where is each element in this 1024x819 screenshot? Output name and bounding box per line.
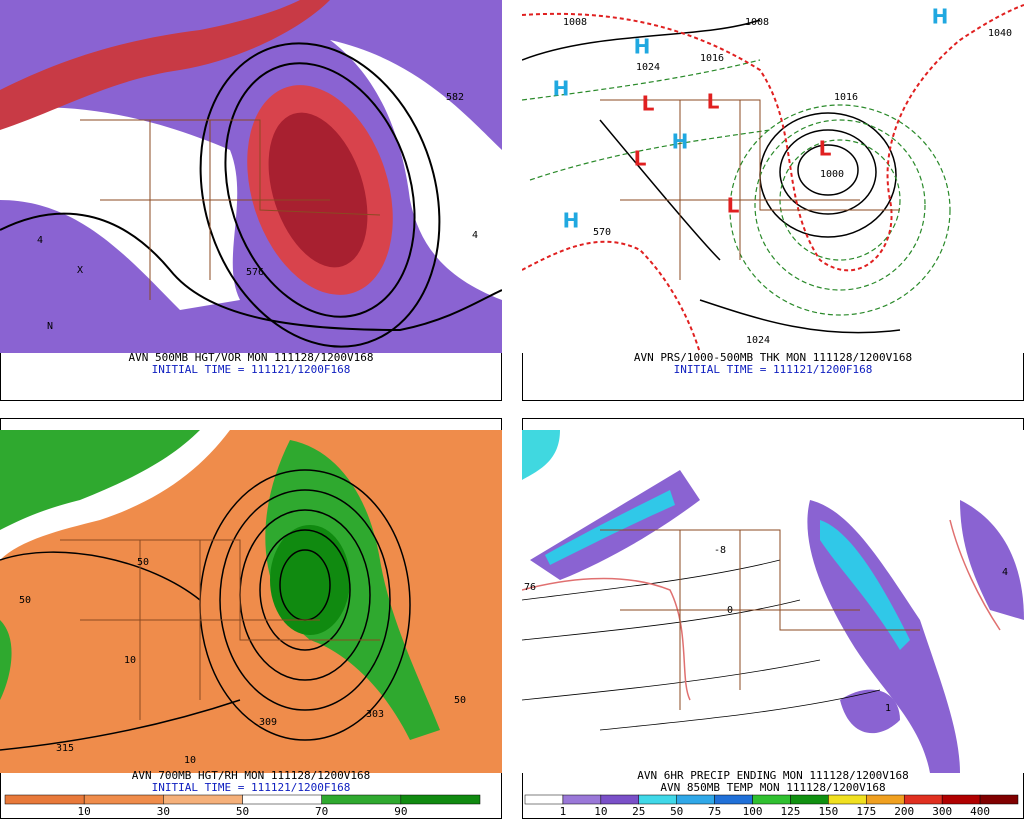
colorbar-label: 100 xyxy=(743,805,763,818)
map-precip xyxy=(522,430,1024,773)
pressure-center: L xyxy=(634,147,647,171)
colorbar-label: 175 xyxy=(856,805,876,818)
contour-label: 576 xyxy=(246,267,264,278)
contour-label: 1016 xyxy=(700,53,724,64)
pressure-center: H xyxy=(563,209,580,233)
colorbar-swatch xyxy=(979,794,1019,805)
contour-label: 1024 xyxy=(746,335,770,346)
colorbar-label: 300 xyxy=(932,805,952,818)
map-700mb xyxy=(0,430,502,773)
colorbar-label: 1 xyxy=(560,805,567,818)
contour-label: N xyxy=(47,321,53,332)
pressure-center: L xyxy=(727,194,740,218)
colorbar-label: 10 xyxy=(594,805,607,818)
pressure-center: H xyxy=(932,5,949,29)
contour-label: 1040 xyxy=(988,28,1012,39)
colorbar-swatch xyxy=(400,794,481,805)
contour-label: 4 xyxy=(37,235,43,246)
colorbar-label: 10 xyxy=(78,805,91,818)
contour-label: 4 xyxy=(1002,567,1008,578)
colorbar-label: 150 xyxy=(818,805,838,818)
colorbar-label: 50 xyxy=(236,805,249,818)
pressure-center: L xyxy=(642,92,655,116)
contour-label: 4 xyxy=(472,230,478,241)
caption: INITIAL TIME = 111121/1200F168 xyxy=(152,781,351,794)
contour-label: 570 xyxy=(593,227,611,238)
colorbar-swatch xyxy=(941,794,981,805)
contour-label: 582 xyxy=(446,92,464,103)
contour-label: 315 xyxy=(56,743,74,754)
contour-label: 10 xyxy=(124,655,136,666)
contour-label: 10 xyxy=(184,755,196,766)
caption: AVN 700MB HGT/RH MON 111128/1200V168 xyxy=(132,769,370,782)
colorbar-label: 400 xyxy=(970,805,990,818)
colorbar-label: 50 xyxy=(670,805,683,818)
colorbar-swatch xyxy=(4,794,85,805)
contour-label: 1016 xyxy=(834,92,858,103)
colorbar-label: 25 xyxy=(632,805,645,818)
map-500mb xyxy=(0,0,502,353)
pressure-center: H xyxy=(634,35,651,59)
colorbar-swatch xyxy=(163,794,243,805)
pressure-center: H xyxy=(672,130,689,154)
caption: INITIAL TIME = 111121/1200F168 xyxy=(152,363,351,376)
caption: AVN 500MB HGT/VOR MON 111128/1200V168 xyxy=(128,351,373,364)
colorbar-swatch xyxy=(83,794,164,805)
colorbar-label: 70 xyxy=(315,805,328,818)
labels: AVN 500MB HGT/VOR MON 111128/1200V168INI… xyxy=(4,5,1019,818)
contour-label: X xyxy=(77,265,83,276)
colorbar-swatch xyxy=(562,794,602,805)
colorbar-label: 75 xyxy=(708,805,721,818)
colorbar-swatch xyxy=(676,794,715,805)
contour-label: 1008 xyxy=(745,17,769,28)
caption: AVN 6HR PRECIP ENDING MON 111128/1200V16… xyxy=(637,769,909,782)
colorbar-swatch xyxy=(752,794,791,805)
colorbar-swatch xyxy=(714,794,753,805)
colorbar-swatch xyxy=(242,794,322,805)
contour-label: 1008 xyxy=(563,17,587,28)
contour-label: 50 xyxy=(137,557,149,568)
contour-label: 50 xyxy=(454,695,466,706)
contour-label: 76 xyxy=(524,582,536,593)
colorbar-swatch xyxy=(524,794,564,805)
colorbar-swatch xyxy=(321,794,402,805)
contour-label: 50 xyxy=(19,595,31,606)
map-pressure xyxy=(522,0,1024,353)
colorbar-swatch xyxy=(903,794,943,805)
colorbar-label: 90 xyxy=(394,805,407,818)
contour-label: 1 xyxy=(885,703,891,714)
colorbar-swatch xyxy=(790,794,829,805)
colorbar-label: 200 xyxy=(894,805,914,818)
pressure-center: L xyxy=(707,90,720,114)
pressure-center: H xyxy=(553,77,570,101)
colorbar-label: 125 xyxy=(781,805,801,818)
caption: AVN PRS/1000-500MB THK MON 111128/1200V1… xyxy=(634,351,912,364)
contour-label: 1024 xyxy=(636,62,660,73)
colorbar-swatch xyxy=(600,794,640,805)
contour-label: 309 xyxy=(259,717,277,728)
contour-label: 0 xyxy=(727,605,733,616)
colorbar-swatch xyxy=(828,794,867,805)
colorbar-swatch xyxy=(866,794,905,805)
colorbar-label: 30 xyxy=(157,805,170,818)
contour-label: 1000 xyxy=(820,169,844,180)
colorbar-swatch xyxy=(638,794,677,805)
pressure-center: L xyxy=(819,137,832,161)
contour-label: -8 xyxy=(714,545,726,556)
caption: INITIAL TIME = 111121/1200F168 xyxy=(674,363,873,376)
caption: AVN 850MB TEMP MON 111128/1200V168 xyxy=(660,781,885,794)
contour-label: 303 xyxy=(366,709,384,720)
